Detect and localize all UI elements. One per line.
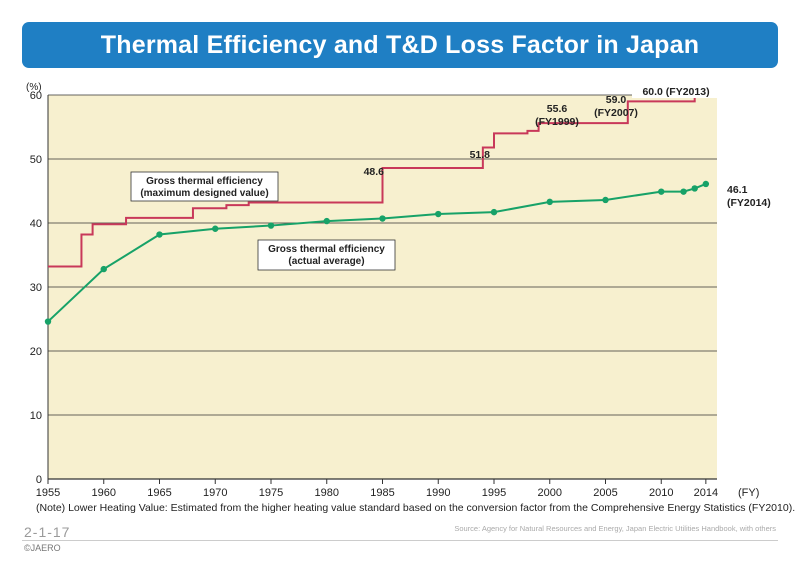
chart-note: (Note) Lower Heating Value: Estimated fr… xyxy=(36,502,796,514)
annotation-label: (FY2007) xyxy=(594,107,638,119)
data-point xyxy=(156,231,163,238)
data-point xyxy=(490,208,498,216)
annotation-label: (FY1999) xyxy=(535,116,579,128)
series-label: Gross thermal efficiency xyxy=(268,244,385,255)
data-point xyxy=(100,265,107,273)
data-point xyxy=(44,318,52,325)
y-tick-label: 10 xyxy=(30,410,42,422)
y-tick-label: 40 xyxy=(30,218,42,230)
data-point xyxy=(602,196,609,204)
chart-title: Thermal Efficiency and T&D Loss Factor i… xyxy=(100,30,700,59)
y-axis-label: (%) xyxy=(26,82,42,93)
series-label: Gross thermal efficiency xyxy=(146,176,263,187)
data-point xyxy=(658,188,665,195)
annotation-label: (FY2014) xyxy=(727,197,771,209)
footer-divider xyxy=(22,540,778,541)
y-tick-label: 50 xyxy=(30,154,42,166)
data-point xyxy=(379,215,386,222)
x-tick-label: 1955 xyxy=(36,487,60,499)
series-label: (maximum designed value) xyxy=(140,188,268,199)
x-tick-label: 1985 xyxy=(370,487,394,499)
annotation-label: 51.8 xyxy=(470,149,491,161)
x-tick-label: 1980 xyxy=(315,487,339,499)
source-text: Source: Agency for Natural Resources and… xyxy=(454,524,776,533)
x-tick-label: 2000 xyxy=(538,487,562,499)
data-point xyxy=(691,185,698,192)
data-point xyxy=(212,225,219,232)
y-tick-label: 20 xyxy=(30,346,42,358)
series-label: (actual average) xyxy=(288,256,364,267)
data-point xyxy=(267,222,275,229)
x-tick-label: 1995 xyxy=(482,487,506,499)
copyright: ©JAERO xyxy=(24,543,61,553)
x-tick-label: 1990 xyxy=(426,487,450,499)
annotation-label: 59.0 xyxy=(606,94,627,106)
annotation-label: 46.1 xyxy=(727,184,748,196)
series-label-box xyxy=(130,171,279,202)
x-tick-label: 2005 xyxy=(593,487,617,499)
x-tick-label: 1965 xyxy=(147,487,171,499)
y-tick-label: 0 xyxy=(36,474,42,486)
title-banner: Thermal Efficiency and T&D Loss Factor i… xyxy=(22,22,778,68)
x-tick-label: 1975 xyxy=(259,487,283,499)
x-tick-label: 1970 xyxy=(203,487,227,499)
data-point xyxy=(546,198,553,206)
annotation-label: 60.0 (FY2013) xyxy=(642,86,709,98)
x-tick-label: 2010 xyxy=(649,487,673,499)
data-point xyxy=(323,217,330,225)
annotation-label: 55.6 xyxy=(547,103,568,115)
x-tick-label: 2014 xyxy=(694,487,718,499)
series-label-box xyxy=(257,239,396,271)
data-point xyxy=(702,180,710,188)
x-axis-label: (FY) xyxy=(738,487,759,499)
annotation-label: 48.6 xyxy=(364,166,385,178)
annotation-background xyxy=(632,84,720,98)
y-tick-label: 60 xyxy=(30,90,42,102)
figure-number: 2-1-17 xyxy=(24,524,71,540)
data-point xyxy=(435,210,442,218)
y-tick-label: 30 xyxy=(30,282,42,294)
series-line-max-designed xyxy=(48,94,706,268)
data-point xyxy=(680,188,687,195)
x-tick-label: 1960 xyxy=(92,487,116,499)
